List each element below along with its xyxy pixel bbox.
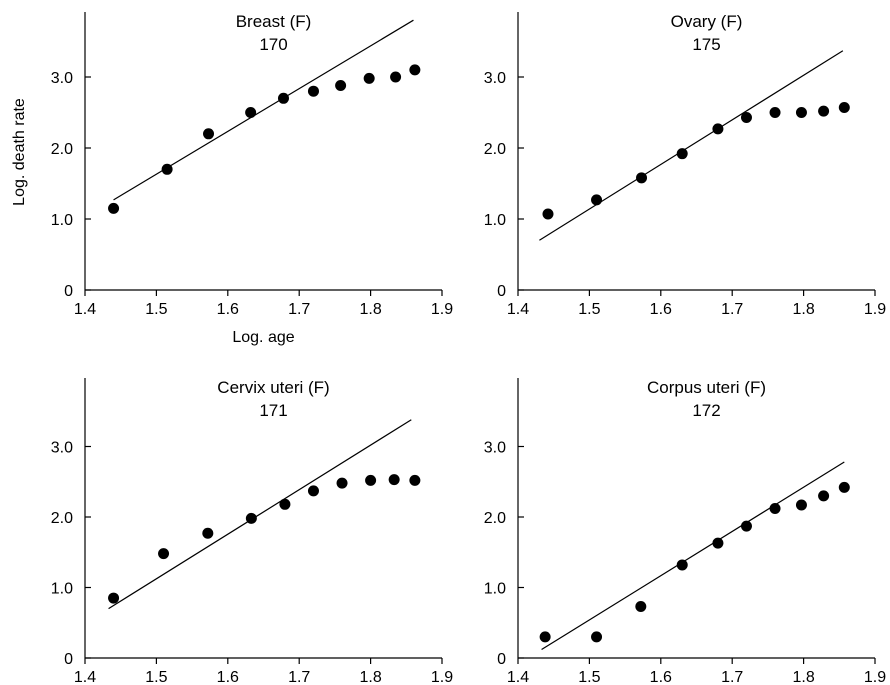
data-point (712, 123, 724, 135)
chart-title: Corpus uteri (F) (647, 378, 766, 397)
data-point (591, 631, 603, 643)
data-point (591, 194, 603, 206)
y-tick-label: 2.0 (484, 141, 506, 158)
data-point (202, 527, 214, 539)
data-point (108, 202, 120, 214)
y-tick-label: 2.0 (51, 510, 73, 527)
data-point (769, 107, 781, 118)
x-tick-label: 1.4 (507, 301, 529, 318)
data-point (838, 481, 850, 493)
data-point (676, 559, 688, 571)
y-tick-label: 0 (497, 651, 506, 668)
data-point (365, 474, 377, 486)
x-tick-label: 1.8 (359, 301, 381, 318)
y-tick-label: 3.0 (51, 440, 73, 457)
data-point (838, 102, 850, 114)
chart-panel-2: 1.4 1.5 1.6 1.7 1.8 1.9 0 1.0 2.0 3.0 Ovary (F) 175 (484, 12, 886, 318)
data-point (795, 499, 807, 511)
chart-title: Cervix uteri (F) (217, 378, 329, 397)
chart-title: Breast (F) (236, 12, 312, 31)
x-tick-label: 1.9 (431, 669, 453, 685)
x-tick-label: 1.8 (792, 301, 814, 318)
data-point (161, 163, 173, 175)
x-tick-label: 1.4 (507, 669, 529, 685)
data-point (539, 631, 551, 643)
x-tick-label: 1.9 (864, 301, 886, 318)
y-tick-label: 1.0 (484, 212, 506, 229)
y-tick-label: 3.0 (51, 70, 73, 87)
data-point (307, 485, 319, 497)
y-tick-label: 3.0 (484, 440, 506, 457)
data-point (390, 71, 402, 83)
data-point (636, 172, 648, 184)
data-point (335, 80, 347, 92)
data-point (108, 592, 120, 604)
data-point (279, 498, 291, 510)
data-point (769, 503, 781, 515)
fit-line (539, 50, 844, 241)
chart-panel-4: 1.4 1.5 1.6 1.7 1.8 1.9 0 1.0 2.0 3.0 Corpus uteri… (484, 378, 886, 685)
x-tick-label: 1.7 (288, 301, 310, 318)
x-tick-label: 1.9 (864, 669, 886, 685)
x-tick-label: 1.5 (578, 301, 600, 318)
x-tick-label: 1.7 (288, 669, 310, 685)
data-point (635, 601, 647, 613)
y-tick-label: 1.0 (51, 212, 73, 229)
y-tick-label: 1.0 (484, 581, 506, 598)
y-tick-label: 0 (497, 283, 506, 300)
chart-subtitle: 172 (692, 401, 720, 420)
data-point (542, 208, 554, 220)
x-tick-label: 1.8 (792, 669, 814, 685)
chart-title: Ovary (F) (671, 12, 743, 31)
data-point (818, 105, 830, 117)
data-point (795, 107, 807, 118)
data-point (336, 477, 348, 489)
x-tick-label: 1.9 (431, 301, 453, 318)
x-tick-label: 1.4 (74, 301, 96, 318)
chart-subtitle: 170 (259, 35, 287, 54)
chart-subtitle: 175 (692, 35, 720, 54)
x-tick-label: 1.5 (578, 669, 600, 685)
fit-line (108, 419, 412, 610)
chart-panel-3: 1.4 1.5 1.6 1.7 1.8 1.9 0 1.0 2.0 3.0 Cervix uteri… (51, 378, 453, 685)
x-tick-label: 1.6 (650, 669, 672, 685)
data-point (818, 490, 830, 502)
x-tick-label: 1.5 (145, 301, 167, 318)
data-point (388, 474, 400, 486)
data-point (203, 128, 215, 140)
x-tick-label: 1.6 (650, 301, 672, 318)
data-point (245, 107, 257, 118)
data-point (712, 537, 724, 549)
y-axis-label: Log. death rate (11, 98, 28, 206)
x-tick-label: 1.4 (74, 669, 96, 685)
data-point (307, 85, 319, 97)
y-tick-label: 0 (64, 283, 73, 300)
x-tick-label: 1.7 (721, 301, 743, 318)
data-point (740, 520, 752, 532)
data-point (363, 72, 375, 84)
x-tick-label: 1.6 (217, 301, 239, 318)
x-axis-label: Log. age (232, 329, 294, 346)
y-tick-label: 2.0 (484, 510, 506, 527)
chart-panel-1: 1.4 1.5 1.6 1.7 1.8 1.9 0 1.0 2.0 3.0 Breast (F) 17… (11, 12, 453, 346)
y-tick-label: 1.0 (51, 581, 73, 598)
y-tick-label: 2.0 (51, 141, 73, 158)
data-point (158, 548, 170, 560)
x-tick-label: 1.5 (145, 669, 167, 685)
data-point (740, 111, 752, 123)
data-point (409, 474, 421, 486)
x-tick-label: 1.7 (721, 669, 743, 685)
data-point (277, 92, 289, 104)
x-tick-label: 1.6 (217, 669, 239, 685)
x-tick-label: 1.8 (359, 669, 381, 685)
data-point (676, 148, 688, 160)
data-point (245, 512, 257, 524)
y-tick-label: 0 (64, 651, 73, 668)
fit-line (541, 461, 845, 651)
y-tick-label: 3.0 (484, 70, 506, 87)
chart-subtitle: 171 (259, 401, 287, 420)
data-point (409, 64, 421, 76)
